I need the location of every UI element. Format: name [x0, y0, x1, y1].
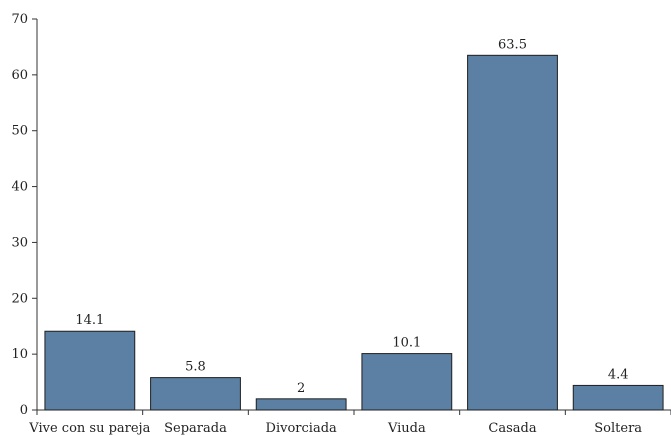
- category-label: Divorciada: [266, 421, 337, 436]
- bar: [572, 384, 664, 411]
- y-tick-label: 30: [11, 235, 28, 250]
- chart-axes: 0 10 20 30 40 50 60 70: [11, 12, 671, 418]
- bar: [361, 353, 453, 411]
- bar: [150, 377, 241, 411]
- data-label: 10.1: [392, 336, 421, 351]
- data-label: 14.1: [75, 313, 104, 328]
- y-tick-label: 20: [11, 291, 28, 306]
- y-tick-label: 40: [11, 180, 28, 195]
- chart-labels: 14.1 Vive con su pareja 5.8 Separada 2 Divorc…: [28, 37, 642, 436]
- y-tick-label: 0: [20, 403, 28, 418]
- bar: [467, 54, 558, 411]
- category-label: Vive con su pareja: [28, 421, 150, 436]
- category-label: Soltera: [594, 421, 642, 436]
- category-label: Separada: [164, 421, 227, 436]
- data-label: 63.5: [498, 37, 527, 52]
- bar: [44, 330, 136, 411]
- y-tick-label: 70: [11, 12, 28, 27]
- data-label: 4.4: [608, 367, 629, 382]
- chart-bars: [44, 54, 664, 411]
- y-tick-label: 60: [11, 68, 28, 83]
- data-label: 2: [297, 381, 305, 396]
- y-tick-label: 50: [11, 124, 28, 139]
- category-label: Casada: [488, 421, 536, 436]
- category-label: Viuda: [387, 421, 426, 436]
- y-tick-label: 10: [11, 347, 28, 362]
- bar: [255, 398, 347, 411]
- data-label: 5.8: [185, 360, 206, 375]
